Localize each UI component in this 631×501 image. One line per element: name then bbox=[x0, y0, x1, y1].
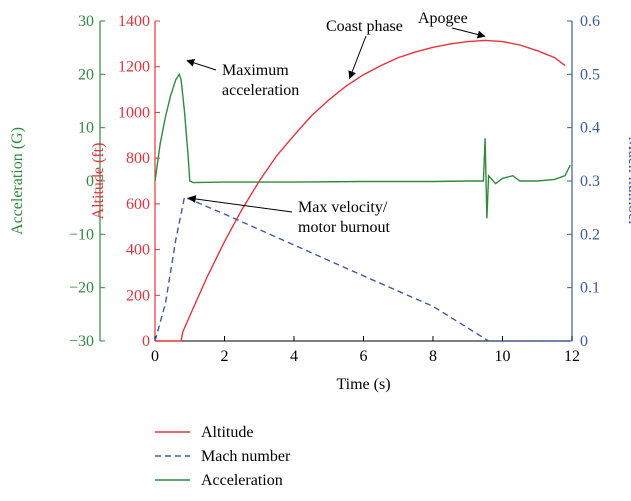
series-acceleration-line bbox=[154, 72, 571, 219]
altitude-tick-label: 600 bbox=[126, 196, 150, 213]
acceleration-axis-label: Acceleration (G) bbox=[9, 127, 26, 235]
annotation-arrow bbox=[186, 58, 217, 71]
x-tick-label: 8 bbox=[429, 348, 437, 365]
series-mach-number-line bbox=[154, 196, 572, 342]
acceleration-tick-label: −30 bbox=[69, 333, 94, 350]
x-tick-label: 10 bbox=[495, 348, 511, 365]
mach-tick-label: 0.2 bbox=[580, 226, 600, 243]
altitude-tick-label: 1000 bbox=[118, 104, 150, 121]
x-tick-label: 0 bbox=[151, 348, 159, 365]
acceleration-tick-label: 0 bbox=[86, 173, 94, 190]
annotation-max-acceleration: Maximum acceleration bbox=[222, 62, 299, 99]
x-axis-label: Time (s) bbox=[336, 376, 390, 393]
mach-axis-label: Mach number bbox=[625, 136, 631, 226]
x-tick-label: 6 bbox=[360, 348, 368, 365]
altitude-tick-label: 1400 bbox=[118, 13, 150, 30]
acceleration-tick-label: −20 bbox=[69, 280, 94, 297]
altitude-axis-label: Altitude (ft) bbox=[90, 143, 107, 220]
acceleration-tick-label: 30 bbox=[78, 13, 94, 30]
mach-tick-label: 0.1 bbox=[580, 280, 600, 297]
annotation-arrow bbox=[187, 195, 293, 213]
altitude-tick-label: 400 bbox=[126, 242, 150, 259]
acceleration-tick-label: −10 bbox=[69, 226, 94, 243]
altitude-tick-label: 1200 bbox=[118, 59, 150, 76]
mach-tick-label: 0.6 bbox=[580, 13, 600, 30]
legend-label: Mach number bbox=[201, 448, 291, 465]
legend-label: Altitude bbox=[201, 424, 253, 441]
legend-label: Acceleration bbox=[201, 472, 283, 489]
mach-tick-label: 0 bbox=[580, 333, 588, 350]
annotation-coast-phase: Coast phase bbox=[326, 18, 403, 35]
altitude-tick-label: 200 bbox=[126, 287, 150, 304]
x-tick-label: 12 bbox=[564, 348, 580, 365]
series-altitude-line bbox=[155, 39, 566, 342]
annotation-apogee: Apogee bbox=[418, 10, 468, 27]
annotation-arrow bbox=[348, 35, 367, 80]
x-tick-label: 4 bbox=[290, 348, 298, 365]
acceleration-tick-label: 10 bbox=[78, 120, 94, 137]
annotation-max-velocity: Max velocity/motor burnout bbox=[298, 199, 391, 236]
mach-tick-label: 0.3 bbox=[580, 173, 600, 190]
mach-tick-label: 0.4 bbox=[580, 120, 600, 137]
annotation-arrow bbox=[451, 27, 486, 39]
acceleration-tick-label: 20 bbox=[78, 66, 94, 83]
x-tick-label: 2 bbox=[221, 348, 229, 365]
altitude-tick-label: 800 bbox=[126, 150, 150, 167]
mach-tick-label: 0.5 bbox=[580, 66, 600, 83]
altitude-tick-label: 0 bbox=[142, 333, 150, 350]
